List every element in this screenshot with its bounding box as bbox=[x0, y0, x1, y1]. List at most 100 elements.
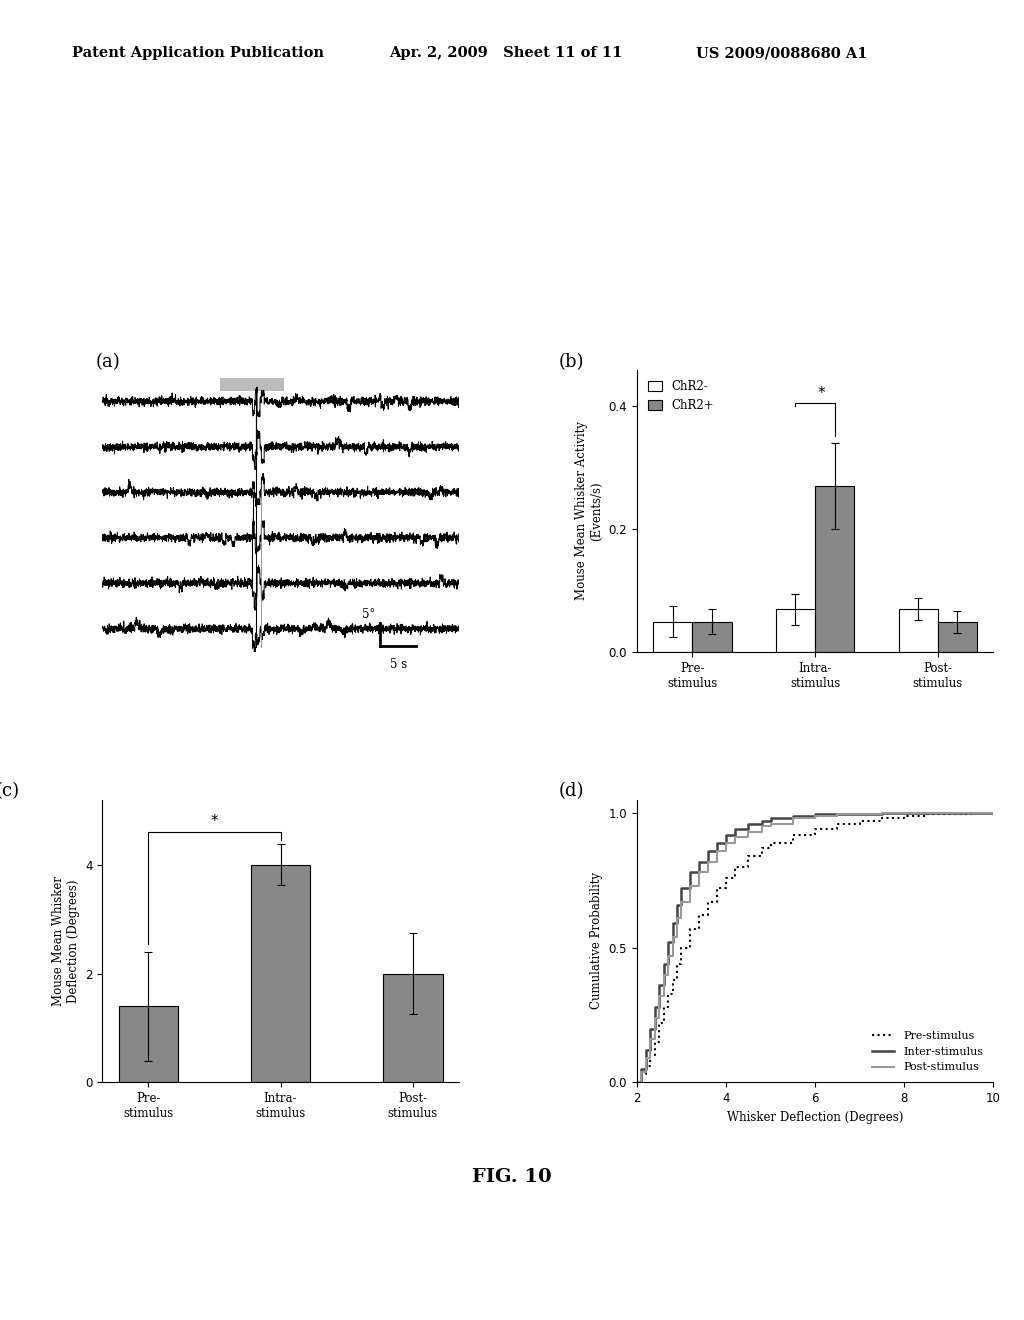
Text: 5 s: 5 s bbox=[389, 657, 407, 671]
Post-stimulus bbox=[987, 805, 999, 821]
Inter-stimulus bbox=[671, 896, 683, 912]
Post-stimulus bbox=[921, 805, 933, 821]
Post-stimulus bbox=[965, 805, 977, 821]
Post-stimulus bbox=[635, 1064, 647, 1080]
Pre-stimulus bbox=[809, 821, 821, 837]
Bar bbox=[383, 974, 442, 1082]
Pre-stimulus bbox=[631, 1074, 643, 1090]
Text: (b): (b) bbox=[558, 352, 584, 371]
Post-stimulus bbox=[942, 805, 954, 821]
Inter-stimulus bbox=[729, 821, 741, 837]
Inter-stimulus bbox=[756, 813, 768, 829]
Text: *: * bbox=[211, 814, 218, 829]
Inter-stimulus bbox=[876, 805, 888, 821]
Pre-stimulus bbox=[854, 813, 866, 829]
Post-stimulus bbox=[702, 854, 715, 870]
Post-stimulus bbox=[648, 1010, 660, 1026]
Pre-stimulus bbox=[644, 1048, 656, 1064]
Line: Post-stimulus: Post-stimulus bbox=[637, 813, 993, 1082]
Text: (a): (a) bbox=[95, 352, 120, 371]
Text: Patent Application Publication: Patent Application Publication bbox=[72, 46, 324, 61]
Pre-stimulus bbox=[764, 834, 776, 850]
Bar bbox=[220, 378, 284, 391]
Text: 5°: 5° bbox=[361, 607, 375, 620]
Post-stimulus bbox=[809, 808, 821, 824]
Bar bbox=[653, 622, 692, 652]
Pre-stimulus bbox=[653, 1015, 666, 1031]
Pre-stimulus bbox=[720, 870, 732, 886]
Post-stimulus bbox=[640, 1051, 652, 1067]
Pre-stimulus bbox=[635, 1067, 647, 1082]
Inter-stimulus bbox=[831, 807, 844, 822]
Inter-stimulus bbox=[684, 865, 696, 880]
Bar bbox=[776, 610, 815, 652]
Post-stimulus bbox=[684, 878, 696, 894]
Pre-stimulus bbox=[898, 808, 910, 824]
Inter-stimulus bbox=[676, 880, 688, 896]
Inter-stimulus bbox=[786, 808, 799, 824]
Text: US 2009/0088680 A1: US 2009/0088680 A1 bbox=[696, 46, 867, 61]
Pre-stimulus bbox=[711, 880, 723, 896]
Post-stimulus bbox=[631, 1074, 643, 1090]
Inter-stimulus bbox=[644, 1020, 656, 1036]
Inter-stimulus bbox=[653, 978, 666, 994]
Y-axis label: Mouse Mean Whisker
Deflection (Degrees): Mouse Mean Whisker Deflection (Degrees) bbox=[51, 876, 80, 1006]
Post-stimulus bbox=[786, 810, 799, 826]
Post-stimulus bbox=[711, 842, 723, 858]
Post-stimulus bbox=[720, 834, 732, 850]
Post-stimulus bbox=[657, 966, 670, 982]
Bar bbox=[119, 1006, 178, 1082]
Inter-stimulus bbox=[720, 826, 732, 842]
Inter-stimulus bbox=[662, 935, 674, 950]
Pre-stimulus bbox=[756, 840, 768, 855]
Post-stimulus bbox=[644, 1031, 656, 1047]
Post-stimulus bbox=[876, 805, 888, 821]
Inter-stimulus bbox=[640, 1043, 652, 1059]
Post-stimulus bbox=[671, 911, 683, 927]
Post-stimulus bbox=[756, 818, 768, 834]
Pre-stimulus bbox=[786, 826, 799, 842]
Inter-stimulus bbox=[657, 956, 670, 972]
Inter-stimulus bbox=[702, 842, 715, 858]
Inter-stimulus bbox=[898, 805, 910, 821]
Inter-stimulus bbox=[635, 1061, 647, 1077]
Inter-stimulus bbox=[742, 816, 755, 832]
Pre-stimulus bbox=[671, 956, 683, 972]
X-axis label: Whisker Deflection (Degrees): Whisker Deflection (Degrees) bbox=[727, 1110, 903, 1123]
Bar bbox=[692, 622, 732, 652]
Post-stimulus bbox=[764, 816, 776, 832]
Inter-stimulus bbox=[648, 999, 660, 1015]
Inter-stimulus bbox=[921, 805, 933, 821]
Pre-stimulus bbox=[965, 805, 977, 821]
Pre-stimulus bbox=[987, 805, 999, 821]
Text: FIG. 10: FIG. 10 bbox=[472, 1168, 552, 1187]
Post-stimulus bbox=[667, 929, 679, 945]
Post-stimulus bbox=[898, 805, 910, 821]
Pre-stimulus bbox=[684, 921, 696, 937]
Pre-stimulus bbox=[742, 849, 755, 865]
Post-stimulus bbox=[693, 865, 706, 880]
Bar bbox=[898, 610, 938, 652]
Post-stimulus bbox=[653, 989, 666, 1005]
Bar bbox=[251, 865, 310, 1082]
Pre-stimulus bbox=[921, 807, 933, 822]
Pre-stimulus bbox=[648, 1034, 660, 1049]
Line: Pre-stimulus: Pre-stimulus bbox=[637, 813, 993, 1082]
Pre-stimulus bbox=[667, 972, 679, 987]
Inter-stimulus bbox=[711, 834, 723, 850]
Post-stimulus bbox=[854, 807, 866, 822]
Pre-stimulus bbox=[831, 816, 844, 832]
Text: Apr. 2, 2009   Sheet 11 of 11: Apr. 2, 2009 Sheet 11 of 11 bbox=[389, 46, 623, 61]
Line: Inter-stimulus: Inter-stimulus bbox=[637, 813, 993, 1082]
Post-stimulus bbox=[831, 807, 844, 822]
Inter-stimulus bbox=[631, 1074, 643, 1090]
Bar bbox=[815, 487, 854, 652]
Legend: ChR2-, ChR2+: ChR2-, ChR2+ bbox=[643, 375, 719, 417]
Text: (d): (d) bbox=[558, 783, 584, 800]
Pre-stimulus bbox=[729, 859, 741, 875]
Pre-stimulus bbox=[662, 986, 674, 1002]
Inter-stimulus bbox=[965, 805, 977, 821]
Pre-stimulus bbox=[693, 907, 706, 923]
Text: (c): (c) bbox=[0, 783, 19, 800]
Pre-stimulus bbox=[876, 810, 888, 826]
